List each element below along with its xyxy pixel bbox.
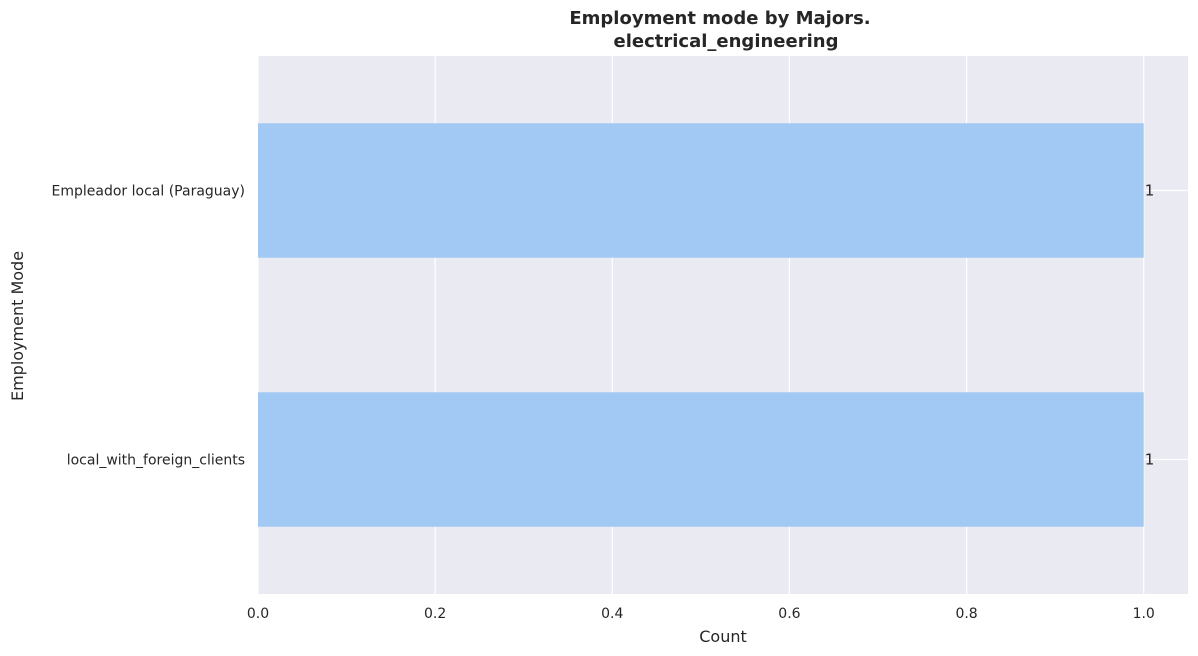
y-tick-label: Empleador local (Paraguay) (52, 184, 245, 200)
y-axis-label: Employment Mode (8, 251, 27, 401)
bar (258, 392, 1144, 527)
bars (258, 123, 1144, 527)
x-tick-label: 0.0 (247, 606, 269, 622)
y-tick-label: local_with_foreign_clients (67, 453, 245, 469)
x-tick-label: 1.0 (1133, 606, 1155, 622)
data-labels: 11 (1145, 182, 1155, 469)
x-tick-label: 0.2 (424, 606, 446, 622)
x-tick-label: 0.4 (601, 606, 623, 622)
chart-title-line1: Employment mode by Majors. (569, 8, 870, 29)
y-axis-ticks: Empleador local (Paraguay) local_with_for… (52, 184, 245, 469)
bar-value-label: 1 (1145, 182, 1155, 200)
bar-value-label: 1 (1145, 451, 1155, 469)
x-axis-label: Count (699, 627, 747, 646)
x-axis-ticks: 0.0 0.2 0.4 0.6 0.8 1.0 (247, 606, 1155, 622)
bar (258, 123, 1144, 258)
x-tick-label: 0.8 (955, 606, 977, 622)
chart-title-line2: electrical_engineering (614, 31, 839, 52)
x-tick-label: 0.6 (778, 606, 800, 622)
